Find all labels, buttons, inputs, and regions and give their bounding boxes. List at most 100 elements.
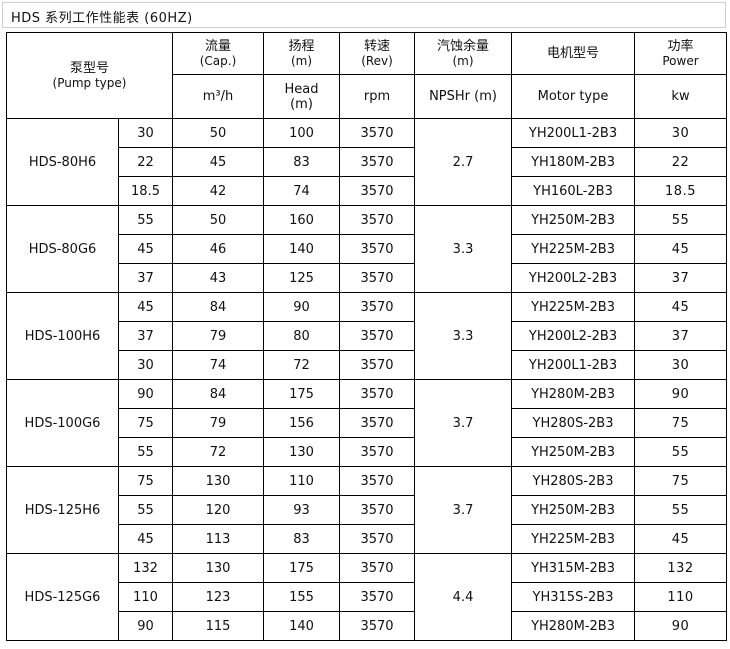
head-cell: 140 [263,234,341,264]
performance-table: 泵型号 (Pump type) 流量 (Cap.) 扬程 (m) 转速 (Rev… [5,32,728,641]
motor-type-cell: YH250M-2B3 [511,495,636,525]
head-cell: 156 [263,408,341,438]
flow-cell: 123 [172,582,265,612]
table-body: HDS-80H6 30 50 100 3570 2.7 YH200L1-2B3 30 22 45 8… [6,118,728,641]
motor-type-cell: YH200L2-2B3 [511,321,636,351]
rpm-cell: 3570 [339,147,416,177]
flow-cell: 42 [172,176,265,206]
power-cell: 18.5 [634,176,728,206]
flow-cell: 74 [172,350,265,380]
rpm-cell: 3570 [339,350,416,380]
unit-head: Head (m) [263,74,341,119]
header-speed-en: (Rev) [361,53,393,68]
motor-kw-cell: 55 [117,205,174,235]
motor-kw-cell: 22 [117,147,174,177]
flow-cell: 113 [172,524,265,554]
rpm-cell: 3570 [339,118,416,148]
power-cell: 75 [634,408,728,438]
unit-head-a: Head [284,81,319,97]
table-row: HDS-125G6 132 130 175 3570 4.4 YH315M-2B3 132 [6,553,728,641]
power-cell: 110 [634,582,728,612]
pump-model-cell: HDS-125G6 [6,553,119,641]
head-cell: 83 [263,524,341,554]
motor-type-cell: YH315S-2B3 [511,582,636,612]
power-cell: 30 [634,118,728,148]
table-row: 90 115 140 3570 YH280M-2B3 90 [7,611,728,641]
power-cell: 55 [634,205,728,235]
motor-type-cell: YH280S-2B3 [511,466,636,496]
motor-kw-cell: 45 [117,234,174,264]
motor-type-cell: YH200L2-2B3 [511,263,636,293]
motor-type-cell: YH200L1-2B3 [511,350,636,380]
table-row: HDS-80G6 55 50 160 3570 3.3 YH250M-2B3 55 [6,205,728,293]
rpm-cell: 3570 [339,408,416,438]
flow-cell: 79 [172,321,265,351]
npsh-cell: 3.7 [414,466,513,554]
head-cell: 175 [263,379,341,409]
rpm-cell: 3570 [339,553,416,583]
motor-kw-cell: 30 [117,350,174,380]
npsh-cell: 2.7 [414,118,513,206]
npsh-cell: 3.3 [414,205,513,293]
power-cell: 90 [634,611,728,641]
header-flow-cn: 流量 [205,38,232,54]
npsh-cell: 3.3 [414,292,513,380]
header-npsh: 汽蚀余量 (m) [414,32,513,75]
rpm-cell: 3570 [339,321,416,351]
unit-flow: m³/h [172,74,265,119]
motor-type-cell: YH180M-2B3 [511,147,636,177]
flow-cell: 130 [172,553,265,583]
motor-type-cell: YH315M-2B3 [511,553,636,583]
header-npsh-en: (m) [452,53,474,68]
power-cell: 37 [634,263,728,293]
unit-speed: rpm [339,74,416,119]
power-cell: 22 [634,147,728,177]
npsh-cell: 3.7 [414,379,513,467]
head-cell: 93 [263,495,341,525]
flow-cell: 43 [172,263,265,293]
header-pump-type: 泵型号 (Pump type) [5,32,174,119]
head-cell: 90 [263,292,341,322]
header-pump-type-cn: 泵型号 [70,60,110,76]
header-speed-cn: 转速 [364,38,391,54]
motor-type-cell: YH280M-2B3 [511,379,636,409]
rpm-cell: 3570 [339,582,416,612]
head-cell: 160 [263,205,341,235]
flow-cell: 79 [172,408,265,438]
motor-kw-cell: 75 [117,408,174,438]
header-head: 扬程 (m) [263,32,341,75]
table-title: HDS 系列工作性能表 (60HZ) [11,11,193,26]
rpm-cell: 3570 [339,292,416,322]
pump-model-cell: HDS-125H6 [6,466,119,554]
motor-type-cell: YH280S-2B3 [511,408,636,438]
header-flow-en: (Cap.) [199,53,237,68]
header-flow: 流量 (Cap.) [172,32,265,75]
flow-cell: 72 [172,437,265,467]
head-cell: 175 [263,553,341,583]
table-row: 22 45 83 3570 YH180M-2B3 22 [7,147,728,177]
table-row: 110 123 155 3570 YH315S-2B3 110 [7,582,728,612]
flow-cell: 45 [172,147,265,177]
motor-type-cell: YH250M-2B3 [511,205,636,235]
flow-cell: 50 [172,205,265,235]
header-speed: 转速 (Rev) [339,32,416,75]
head-cell: 110 [263,466,341,496]
head-cell: 125 [263,263,341,293]
pump-model-cell: HDS-100G6 [6,379,119,467]
rpm-cell: 3570 [339,466,416,496]
motor-type-cell: YH280M-2B3 [511,611,636,641]
motor-type-cell: YH250M-2B3 [511,437,636,467]
power-cell: 37 [634,321,728,351]
rpm-cell: 3570 [339,437,416,467]
table-row: 37 79 80 3570 YH200L2-2B3 37 [7,321,728,351]
rpm-cell: 3570 [339,495,416,525]
flow-cell: 84 [172,379,265,409]
power-cell: 90 [634,379,728,409]
flow-cell: 115 [172,611,265,641]
table-title-bar: HDS 系列工作性能表 (60HZ) [2,2,726,28]
header-pump-type-en: (Pump type) [52,75,127,90]
power-cell: 45 [634,524,728,554]
flow-cell: 50 [172,118,265,148]
motor-kw-cell: 132 [117,553,174,583]
table-row: 55 72 130 3570 YH250M-2B3 55 [7,437,728,467]
